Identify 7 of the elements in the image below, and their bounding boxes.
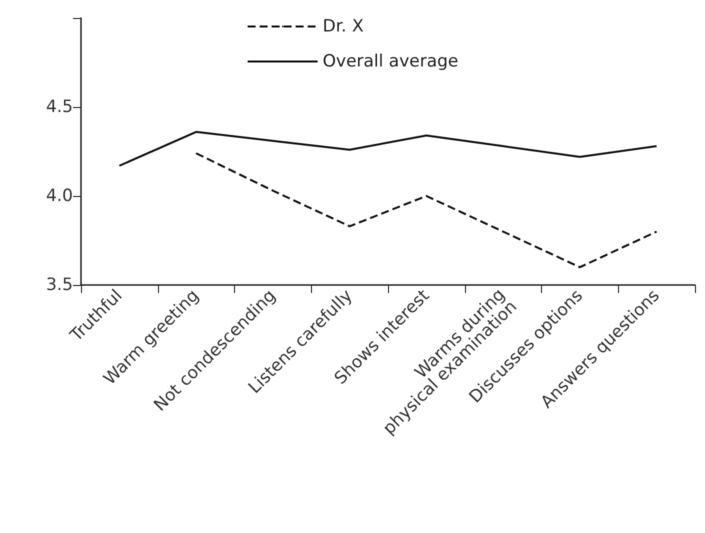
line-series <box>195 152 658 268</box>
legend-label: Overall average <box>322 52 458 72</box>
legend-label: Dr. X <box>322 16 364 36</box>
y-tick-label: 4.0 <box>46 186 73 206</box>
line-series <box>118 130 658 167</box>
y-tick-label: 4.5 <box>46 97 73 117</box>
y-tick-label: 3.5 <box>46 275 73 295</box>
